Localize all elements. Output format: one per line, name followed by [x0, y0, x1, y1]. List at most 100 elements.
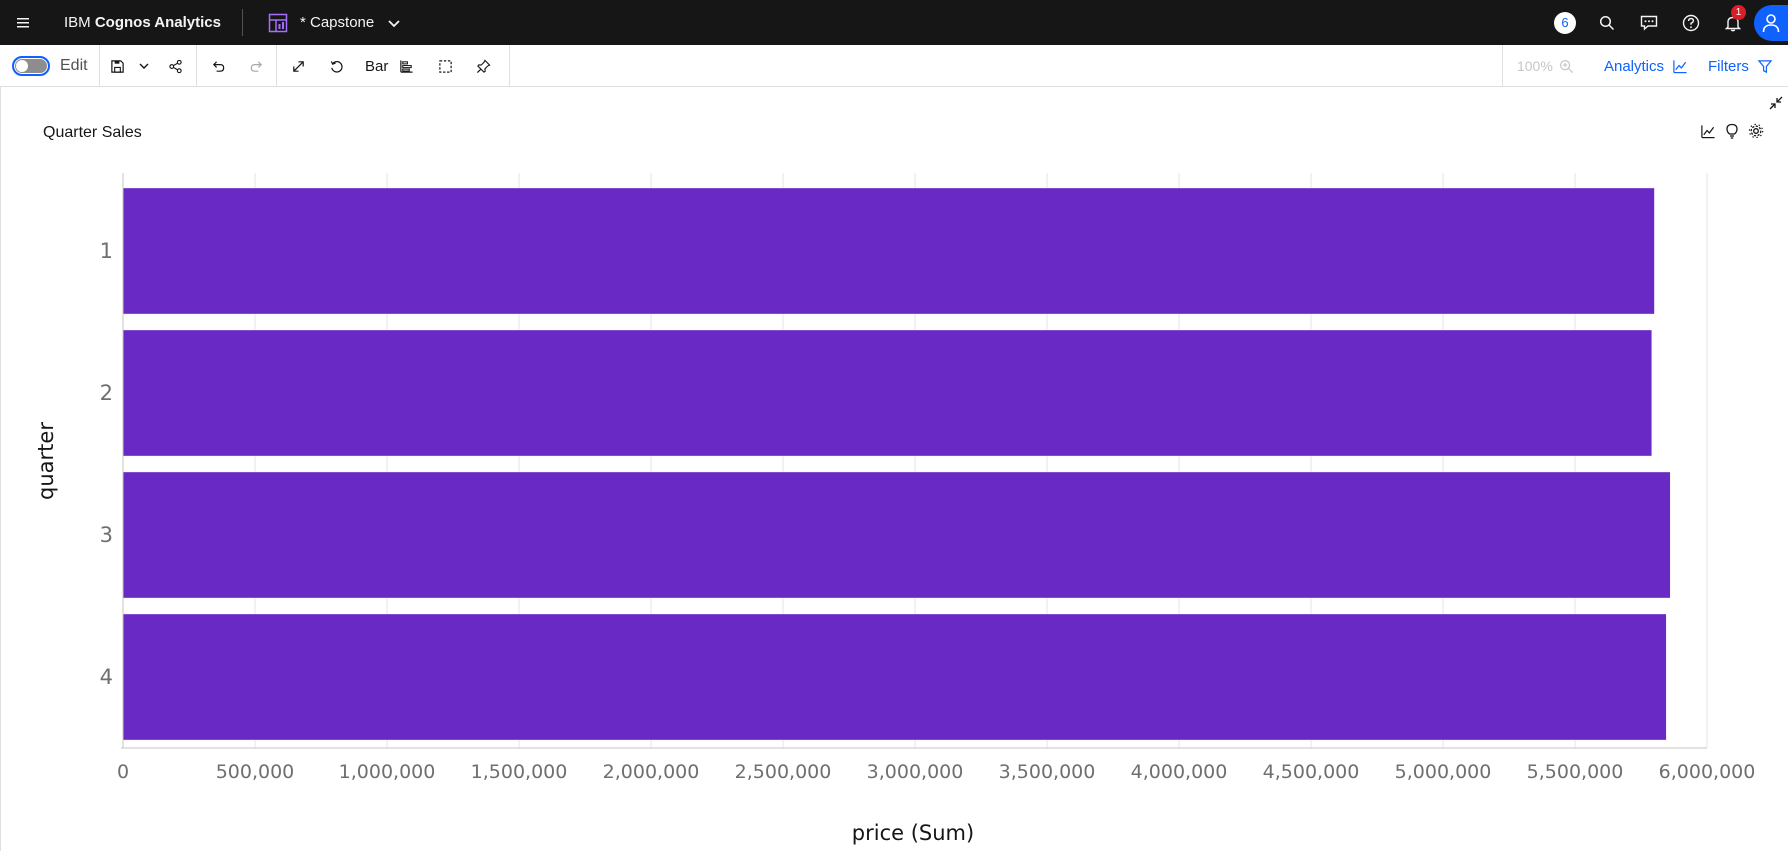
bar[interactable] [123, 188, 1655, 314]
y-tick-label: 2 [100, 381, 113, 405]
widget-actions-group: Bar [277, 45, 510, 87]
line-chart-icon [1701, 124, 1715, 138]
share-button[interactable] [156, 45, 194, 87]
maximize-icon [292, 60, 304, 72]
document-title: * Capstone [300, 14, 375, 31]
x-tick-label: 5,000,000 [1395, 761, 1492, 783]
selection-box-icon [439, 59, 452, 73]
x-tick-label: 2,000,000 [603, 761, 700, 783]
notifications-button[interactable]: 1 [1712, 0, 1754, 45]
brand-prefix: IBM [64, 14, 91, 31]
brand-name: Cognos Analytics [94, 14, 221, 31]
dashboard-canvas: 0 500,000 1,000,000 1,500,000 2,000,000 2,500… [0, 87, 1788, 851]
help-icon [1682, 14, 1700, 31]
search-icon [1599, 15, 1615, 30]
product-name[interactable]: IBM Cognos Analytics [64, 0, 221, 45]
chart-axes [121, 173, 1707, 749]
chart-labels: 0 500,000 1,000,000 1,500,000 2,000,000 2,500… [34, 239, 1755, 845]
reset-button[interactable] [317, 45, 355, 87]
hamburger-menu-button[interactable] [0, 0, 45, 45]
chat-icon [1640, 15, 1658, 31]
redo-button[interactable] [237, 45, 275, 87]
undo-icon [212, 60, 224, 72]
bar[interactable] [123, 330, 1652, 456]
header-actions: 6 1 [1544, 0, 1788, 45]
y-tick-label: 1 [100, 239, 113, 263]
x-tick-label: 5,500,000 [1527, 761, 1624, 783]
dashboard-icon [268, 13, 288, 32]
widget-tools [1700, 123, 1764, 139]
edit-mode-toggle[interactable] [12, 56, 50, 76]
count-button[interactable]: 6 [1544, 0, 1586, 45]
save-group [100, 45, 197, 87]
properties-button[interactable] [1748, 123, 1764, 139]
bar-chart[interactable]: 0 500,000 1,000,000 1,500,000 2,000,000 2,500… [1, 87, 1788, 851]
toggle-knob [16, 60, 28, 72]
collapse-icon [1769, 96, 1783, 110]
assistant-button[interactable] [1628, 0, 1670, 45]
zoom-in-icon [1559, 59, 1573, 73]
zoom-control[interactable]: 100% [1501, 45, 1588, 87]
change-visualization-button[interactable] [394, 45, 418, 87]
header-divider [242, 9, 243, 36]
widget-title[interactable]: Quarter Sales [43, 124, 142, 141]
reset-icon [330, 60, 343, 73]
gear-icon [1748, 123, 1764, 139]
insights-button[interactable] [1700, 123, 1716, 139]
collapse-widget-button[interactable] [1768, 95, 1784, 111]
share-icon [168, 59, 182, 73]
pin-icon [476, 58, 491, 73]
filters-label: Filters [1708, 57, 1749, 75]
visualization-type-label[interactable]: Bar [365, 57, 389, 75]
x-tick-label: 500,000 [216, 761, 295, 783]
notification-badge: 1 [1731, 5, 1746, 20]
save-icon [110, 59, 124, 73]
filter-icon [1757, 59, 1773, 73]
analytics-button[interactable]: Analytics [1594, 45, 1698, 87]
redo-icon [250, 60, 262, 72]
search-button[interactable] [1586, 0, 1628, 45]
chevron-down-icon[interactable] [386, 15, 402, 31]
toolbar-right: 100% Analytics Filters [1501, 45, 1788, 87]
y-axis-title: quarter [34, 422, 58, 500]
bar[interactable] [123, 472, 1671, 598]
select-button[interactable] [426, 45, 464, 87]
x-tick-label: 3,500,000 [999, 761, 1096, 783]
x-tick-label: 4,500,000 [1263, 761, 1360, 783]
x-tick-label: 0 [117, 761, 129, 783]
x-tick-label: 2,500,000 [735, 761, 832, 783]
hamburger-icon [16, 17, 29, 27]
focus-mode-button[interactable] [279, 45, 317, 87]
dashboard-toolbar: Edit Bar [0, 45, 1788, 87]
save-options-button[interactable] [132, 45, 156, 87]
help-button[interactable] [1670, 0, 1712, 45]
x-tick-label: 1,000,000 [339, 761, 436, 783]
bar-chart-icon [400, 59, 413, 73]
undo-button[interactable] [199, 45, 237, 87]
x-axis-title: price (Sum) [852, 821, 974, 845]
bar[interactable] [123, 614, 1667, 740]
save-button[interactable] [102, 45, 132, 87]
user-icon [1762, 13, 1780, 32]
edit-mode-group: Edit [0, 45, 100, 87]
suggestions-button[interactable] [1724, 123, 1740, 139]
x-tick-label: 1,500,000 [471, 761, 568, 783]
zoom-level: 100% [1516, 58, 1553, 74]
filters-button[interactable]: Filters [1698, 45, 1788, 87]
pin-button[interactable] [464, 45, 502, 87]
x-tick-label: 3,000,000 [867, 761, 964, 783]
user-avatar-button[interactable] [1754, 0, 1788, 45]
chart-bars [123, 188, 1671, 740]
document-switcher[interactable]: * Capstone [268, 0, 402, 45]
x-tick-label: 6,000,000 [1659, 761, 1756, 783]
lightbulb-icon [1726, 123, 1738, 139]
x-tick-label: 4,000,000 [1131, 761, 1228, 783]
avatar [1754, 4, 1788, 41]
chevron-down-icon [139, 63, 149, 69]
analytics-label: Analytics [1603, 57, 1664, 75]
app-header: IBM Cognos Analytics * Capstone 6 1 [0, 0, 1788, 45]
history-group [197, 45, 277, 87]
y-tick-label: 3 [100, 523, 113, 547]
count-badge: 6 [1554, 11, 1576, 34]
line-chart-icon [1673, 59, 1687, 73]
